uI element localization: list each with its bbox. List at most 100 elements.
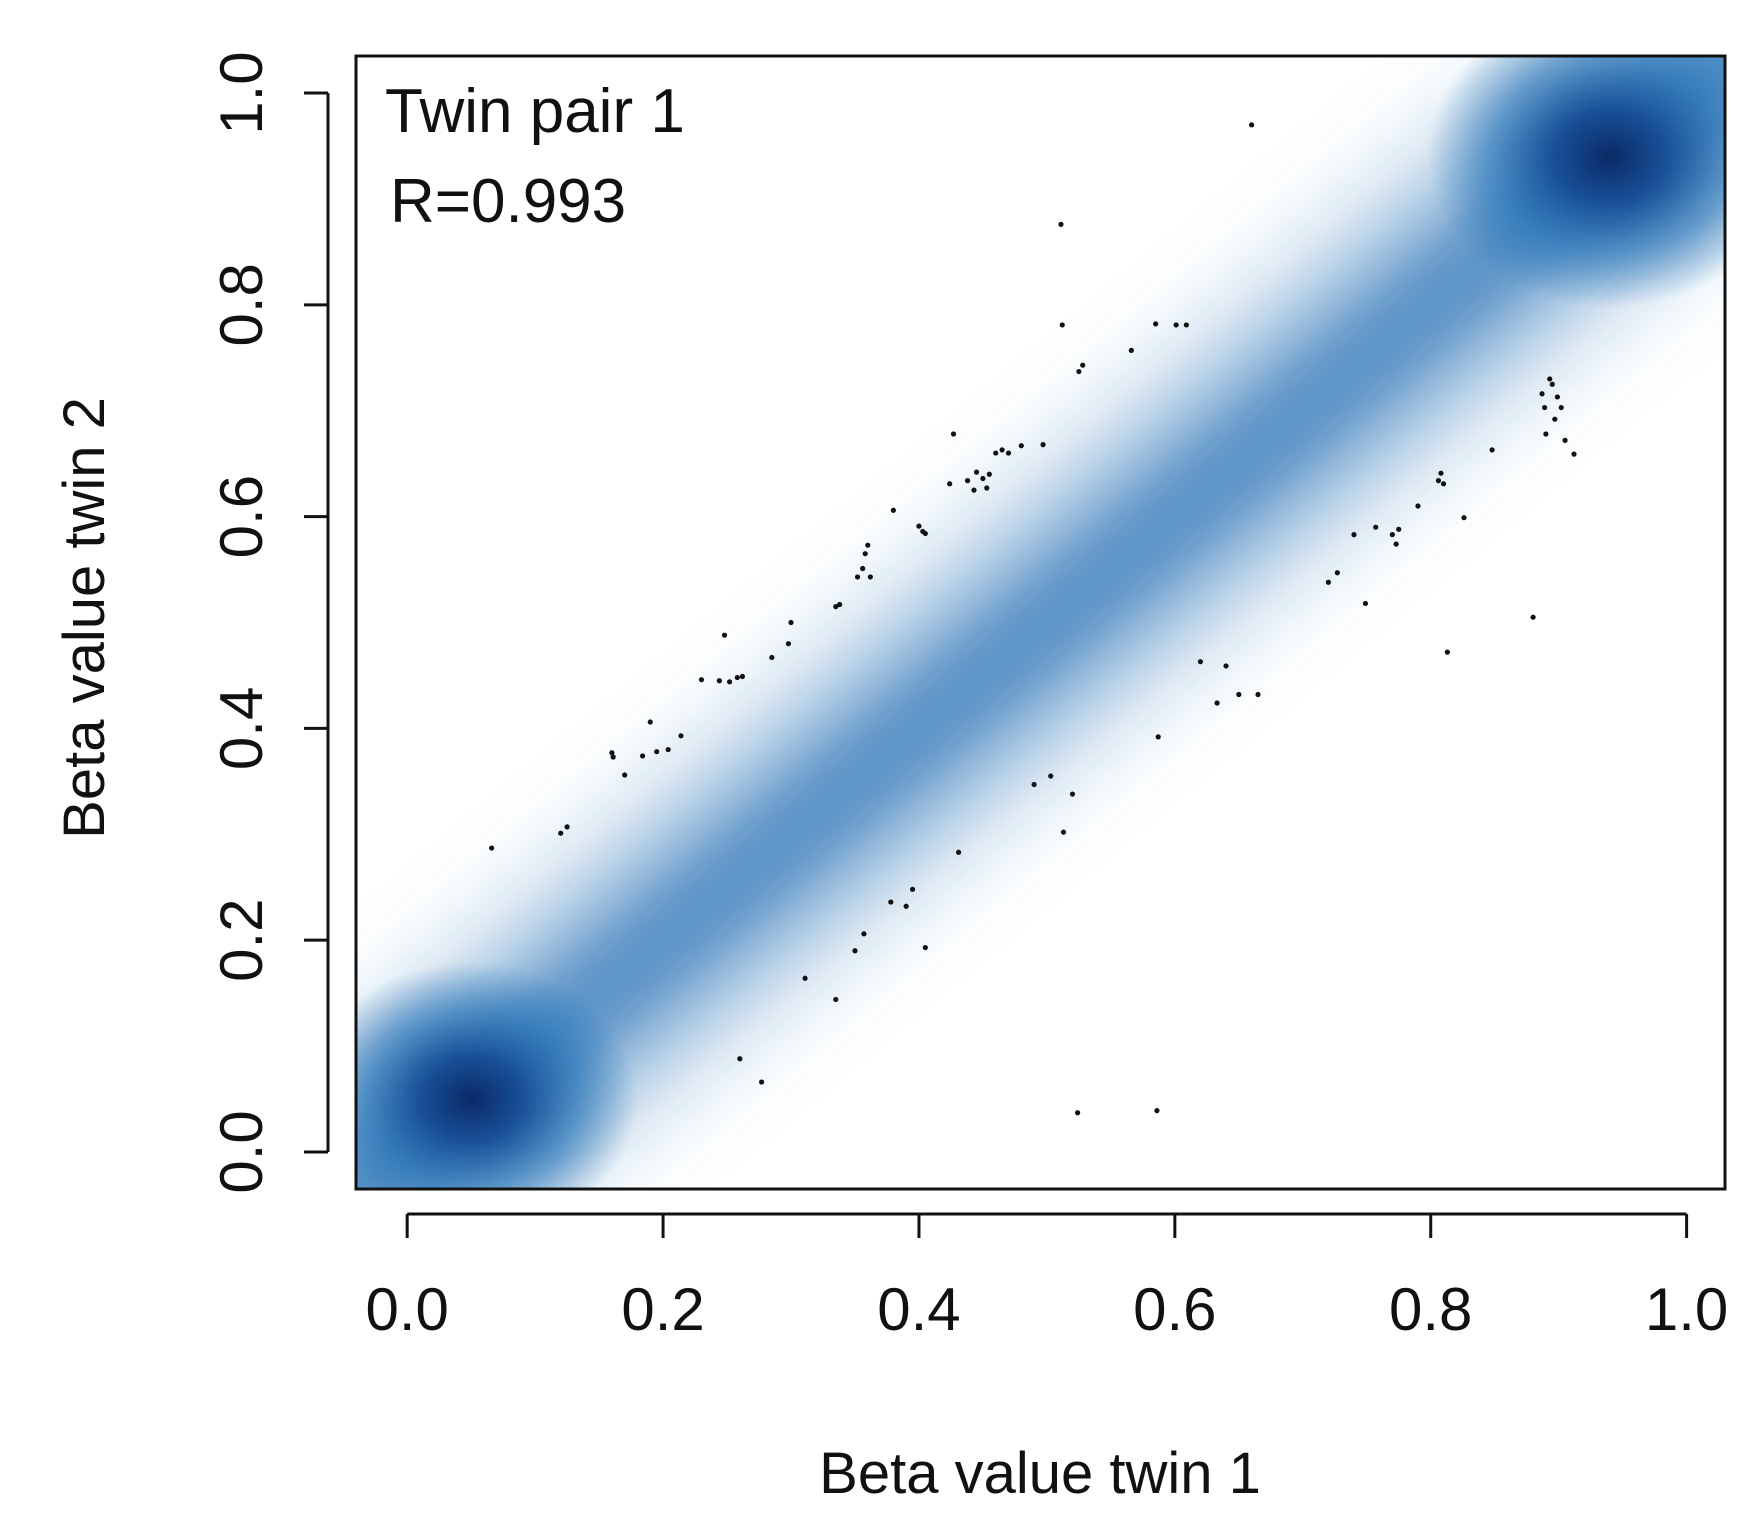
data-point [1562,437,1568,443]
data-point [1362,600,1369,607]
data-point [1173,322,1179,328]
data-point [909,886,916,892]
x-tick-label: 0.2 [621,1276,704,1343]
density-band-core [356,56,1725,1189]
data-point [1058,221,1064,227]
data-point [1325,579,1331,585]
data-point [734,674,740,681]
density-hotspot [356,961,638,1189]
annotation-correlation: R=0.993 [390,167,626,236]
y-tick-label: 0.4 [208,687,275,770]
data-point [860,565,866,572]
data-point [1351,532,1357,538]
data-point [1489,447,1495,453]
data-point [1558,404,1564,411]
data-point [610,754,616,760]
data-point [1031,781,1037,788]
data-point [1128,347,1134,353]
data-point [973,469,980,475]
data-point [785,641,792,647]
data-point [861,931,867,937]
data-point [1461,515,1467,521]
data-point [1154,1108,1160,1114]
data-point [1214,700,1220,706]
annotation-twin-pair: Twin pair 1 [385,77,685,146]
data-point [1530,614,1536,620]
data-point [956,849,962,855]
data-point [833,604,839,610]
data-point [1236,691,1242,698]
data-point [1541,404,1548,411]
data-point [1153,321,1159,327]
data-point [971,487,977,493]
data-point [986,471,992,477]
data-point [865,542,871,548]
data-point [716,678,722,684]
data-point [1223,663,1229,669]
data-point [1389,532,1395,538]
x-tick-label: 0.8 [1389,1276,1472,1343]
data-point [1249,122,1255,128]
data-point [833,996,839,1003]
data-point [726,679,733,685]
data-point [737,1056,743,1062]
data-point [1059,322,1065,328]
data-point [964,478,971,484]
data-point [1552,416,1558,422]
data-point [852,948,858,954]
x-axis: 0.0 0.2 0.4 0.6 0.8 1.0 [365,1212,1728,1343]
data-point [916,523,922,529]
data-point [1543,431,1549,437]
data-point [999,447,1005,453]
data-point [1075,1110,1081,1116]
data-point [1444,649,1450,655]
data-point [1554,394,1560,400]
y-tick-label: 0.2 [208,898,275,981]
data-point [788,619,794,626]
data-point [609,750,615,756]
data-point [1183,322,1189,328]
data-point [654,749,660,755]
density-hotspot [1426,56,1725,308]
data-point [1155,734,1161,740]
data-point [1547,376,1553,382]
data-point [802,975,808,981]
data-point [1549,381,1555,387]
y-tick-label: 0.0 [208,1110,275,1193]
data-point [1060,829,1067,835]
data-point [1040,442,1046,448]
data-point [1373,524,1379,530]
data-point [758,1079,765,1085]
x-axis-title: Beta value twin 1 [819,1441,1261,1506]
data-point [678,733,684,739]
data-point [837,601,843,608]
data-point [622,772,628,778]
y-tick-label: 1.0 [208,51,275,134]
data-point [647,719,653,725]
plot-frame [354,54,1727,1191]
data-point [1440,481,1447,487]
data-point [1080,362,1086,368]
data-point [769,654,775,661]
y-axis-title: Beta value twin 2 [52,397,117,839]
data-point [1415,503,1421,509]
data-point [1396,526,1402,532]
x-tick-label: 0.4 [877,1276,960,1343]
data-point [1018,443,1024,449]
data-point [564,824,570,830]
data-point [890,507,896,513]
x-tick-label: 0.0 [365,1276,448,1343]
data-point [903,903,909,909]
data-point [947,481,953,487]
data-point [698,677,705,683]
points-layer [489,122,1577,1116]
data-point [1255,691,1261,698]
data-point [489,845,495,851]
data-point [1197,659,1204,665]
data-point [1539,391,1545,397]
data-point [721,632,728,638]
data-point [639,753,646,759]
data-point [922,944,928,951]
data-point [1435,478,1442,484]
